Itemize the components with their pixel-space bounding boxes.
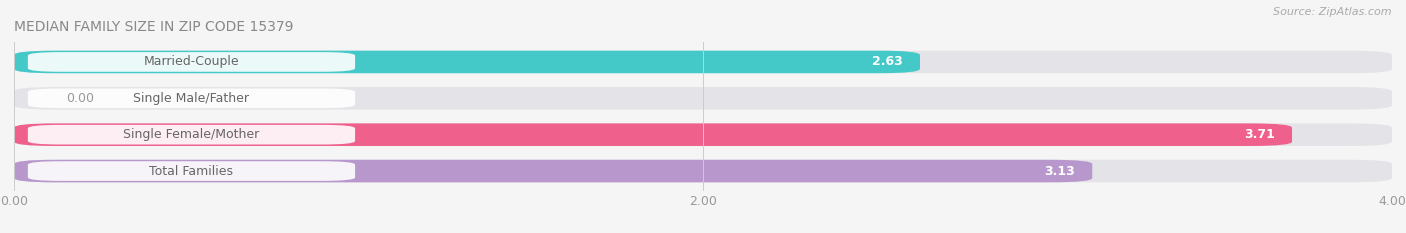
Text: Single Female/Mother: Single Female/Mother [124, 128, 260, 141]
FancyBboxPatch shape [14, 160, 1392, 182]
FancyBboxPatch shape [28, 125, 356, 144]
Text: MEDIAN FAMILY SIZE IN ZIP CODE 15379: MEDIAN FAMILY SIZE IN ZIP CODE 15379 [14, 20, 294, 34]
FancyBboxPatch shape [14, 123, 1292, 146]
FancyBboxPatch shape [14, 87, 1392, 110]
Text: Source: ZipAtlas.com: Source: ZipAtlas.com [1274, 7, 1392, 17]
Text: 2.63: 2.63 [872, 55, 903, 69]
FancyBboxPatch shape [28, 52, 356, 72]
Text: Married-Couple: Married-Couple [143, 55, 239, 69]
Text: 3.13: 3.13 [1045, 164, 1076, 178]
FancyBboxPatch shape [28, 89, 356, 108]
FancyBboxPatch shape [14, 123, 1392, 146]
FancyBboxPatch shape [14, 51, 1392, 73]
FancyBboxPatch shape [28, 161, 356, 181]
Text: 3.71: 3.71 [1244, 128, 1275, 141]
Text: Single Male/Father: Single Male/Father [134, 92, 249, 105]
FancyBboxPatch shape [14, 160, 1092, 182]
Text: Total Families: Total Families [149, 164, 233, 178]
Text: 0.00: 0.00 [66, 92, 94, 105]
FancyBboxPatch shape [14, 51, 920, 73]
